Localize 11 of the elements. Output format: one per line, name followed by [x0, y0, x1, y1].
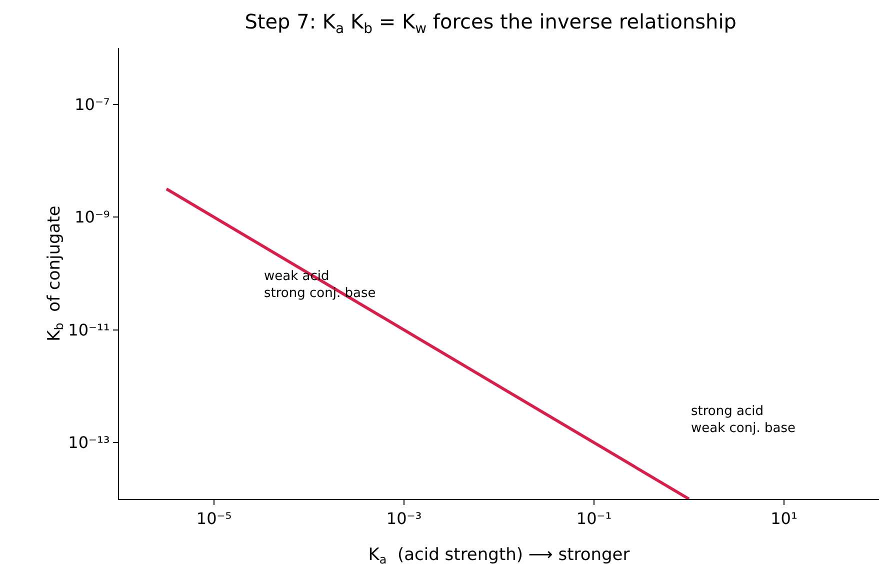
chart-title: Step 7: K$_{a}$ K$_{b}$ = K$_{w}$ forces the inverse relationship — [244, 10, 736, 37]
x-tick-label: 10⁻³ — [386, 509, 422, 528]
x-tick-label: 10⁻⁵ — [196, 509, 232, 528]
y-tick-label: 10⁻⁹ — [74, 208, 110, 227]
x-tick-label: 10¹ — [770, 509, 798, 528]
y-tick-label: 10⁻⁷ — [74, 94, 110, 114]
x-tick-label: 10⁻¹ — [576, 509, 612, 528]
annotation: strong acid weak conj. base — [691, 404, 796, 436]
x-axis-title: K$_{a}$ (acid strength) ⟶ stronger — [368, 545, 630, 567]
y-tick-label: 10⁻¹¹ — [68, 320, 110, 340]
y-tick-label: 10⁻¹³ — [68, 433, 110, 452]
